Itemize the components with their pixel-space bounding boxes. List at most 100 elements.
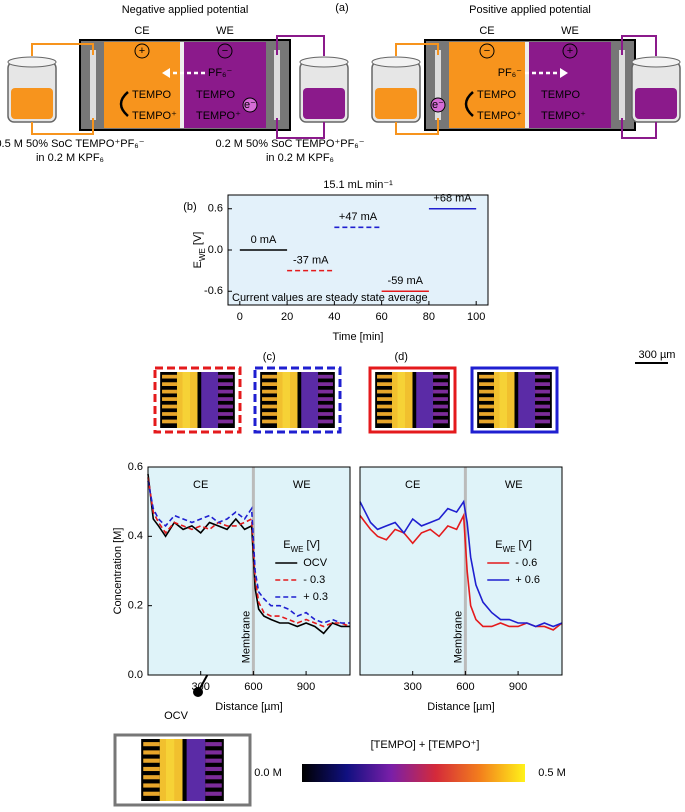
plot-frame <box>147 466 351 676</box>
x-tick-label: 900 <box>297 681 315 693</box>
y-axis-label-unit: [V] <box>192 232 204 249</box>
region-label: WE <box>293 479 311 491</box>
series-label: +68 mA <box>433 193 472 205</box>
species: TEMPO⁺ <box>477 110 522 122</box>
y-tick-label: 0.2 <box>128 600 143 612</box>
sign <box>479 43 495 59</box>
we-chamber <box>184 42 266 128</box>
tubing <box>621 118 657 139</box>
thumb-frame <box>470 366 559 434</box>
image-thumbnails <box>113 362 668 807</box>
thumbnail <box>477 372 552 428</box>
x-tick-label: 900 <box>509 681 527 693</box>
thumb-frame <box>253 366 342 434</box>
electrode-label: WE <box>561 25 579 37</box>
panel-label: (b) <box>183 201 196 213</box>
reservoir-liquid <box>635 88 677 119</box>
region-label: WE <box>505 479 523 491</box>
x-tick-label: 0 <box>237 311 243 323</box>
x-tick-label: 600 <box>456 681 474 693</box>
pointer-label: OCV <box>164 710 189 722</box>
membrane-label: Membrane <box>452 611 464 664</box>
ce-chamber <box>104 42 180 128</box>
panel-label: (a) <box>335 2 348 14</box>
tubing <box>276 35 325 56</box>
legend-title-sub: WE <box>291 545 304 554</box>
thumb-frame <box>368 366 457 434</box>
electrode-label: CE <box>134 25 149 37</box>
caption: 0.2 M 50% SoC TEMPO⁺PF₆⁻ <box>215 138 364 150</box>
tubing <box>31 43 94 56</box>
thumbnail <box>260 372 335 428</box>
region-label: CE <box>405 479 420 491</box>
legend-title: EWE [V] <box>283 539 320 554</box>
ce-chamber <box>449 42 525 128</box>
x-tick-label: 40 <box>328 311 340 323</box>
chart-title: 15.1 mL min⁻¹ <box>323 179 393 191</box>
panel-label: (d) <box>394 351 407 363</box>
schematic-title: Negative applied potential <box>122 4 249 16</box>
data-line <box>147 480 350 624</box>
note: Current values are steady state average <box>232 292 428 304</box>
slit <box>619 50 625 120</box>
reservoir-top <box>299 56 349 68</box>
reservoir-liquid <box>375 88 417 119</box>
species: TEMPO⁺ <box>541 110 586 122</box>
thumbnail <box>375 372 450 428</box>
sign-label: − <box>484 45 490 57</box>
pointer-dot <box>193 687 203 697</box>
plot-background <box>360 467 562 675</box>
species: TEMPO⁺ <box>196 110 241 122</box>
legend-label: OCV <box>303 557 328 569</box>
x-axis-label: Distance [µm] <box>215 701 282 713</box>
legend-title: EWE [V] <box>495 539 532 554</box>
data-line <box>359 512 563 631</box>
tubing <box>395 43 439 56</box>
x-tick-label: 600 <box>244 681 262 693</box>
y-tick-label: 0.6 <box>128 461 143 473</box>
plot-background <box>148 467 350 675</box>
ion-label: PF₆⁻ <box>498 67 522 79</box>
electron-label: e⁻ <box>244 99 256 111</box>
plot-frame <box>227 194 489 306</box>
thumbnail <box>160 372 235 428</box>
species: TEMPO <box>132 89 172 101</box>
series-label: 0 mA <box>251 234 277 246</box>
species: TEMPO <box>477 89 517 101</box>
reservoir-top <box>631 56 681 68</box>
series-label: -59 mA <box>388 275 424 287</box>
y-axis-label: Concentration [M] <box>112 528 124 615</box>
reaction-arrow <box>119 91 129 117</box>
colorbar <box>302 764 525 782</box>
sign <box>217 43 233 59</box>
plot-frame <box>359 466 563 676</box>
legend-label: - 0.6 <box>515 557 537 569</box>
y-tick-label: 0.6 <box>208 203 223 215</box>
thumbnail <box>141 739 224 801</box>
y-tick-label: 0.0 <box>208 244 223 256</box>
we-chamber <box>529 42 611 128</box>
species: TEMPO⁺ <box>132 110 177 122</box>
x-tick-label: 60 <box>376 311 388 323</box>
membrane <box>180 42 184 128</box>
series-label: +47 mA <box>339 211 378 223</box>
thumb-frame <box>153 366 242 434</box>
species: TEMPO <box>541 89 581 101</box>
x-tick-label: 300 <box>192 681 210 693</box>
colorbar-max: 0.5 M <box>538 767 566 779</box>
reservoir-liquid <box>303 88 345 119</box>
sign-label: − <box>222 45 228 57</box>
x-tick-label: 300 <box>404 681 422 693</box>
y-tick-label: 0.4 <box>128 530 143 542</box>
x-axis-label: Time [min] <box>333 331 384 343</box>
panel-label: (c) <box>263 351 276 363</box>
y-axis-label: EWE [V] <box>192 232 207 269</box>
x-tick-label: 100 <box>467 311 485 323</box>
slit <box>274 50 280 120</box>
tubing <box>395 118 439 135</box>
y-tick-label: 0.0 <box>128 669 143 681</box>
y-axis-label-main: E <box>192 261 204 268</box>
sign-label: + <box>139 45 145 57</box>
electrode-label: WE <box>216 25 234 37</box>
